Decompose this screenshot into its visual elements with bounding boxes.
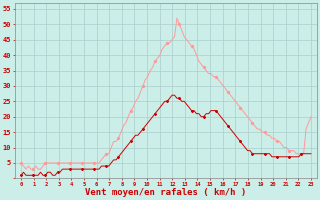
X-axis label: Vent moyen/en rafales ( km/h ): Vent moyen/en rafales ( km/h ) [85, 188, 247, 197]
